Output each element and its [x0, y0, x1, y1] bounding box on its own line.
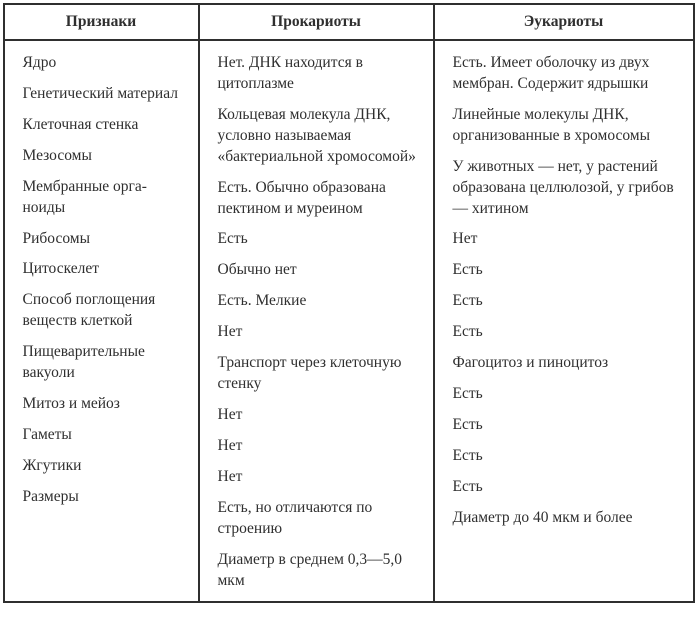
cell-prokaryotes: Обычно нет	[218, 260, 419, 281]
cell-eukaryotes: Есть	[453, 291, 679, 312]
cell-prokaryotes: Есть	[218, 229, 419, 250]
cell-feature: Размеры	[23, 487, 184, 508]
table-body-col-prokaryotes: Нет. ДНК находится в цитоплазме Кольцева…	[199, 40, 434, 602]
cell-prokaryotes: Нет	[218, 322, 419, 343]
cell-eukaryotes: Есть	[453, 322, 679, 343]
cell-eukaryotes: Нет	[453, 229, 679, 250]
cell-feature: Пищеварительные вакуоли	[23, 342, 184, 384]
table-header-row: Признаки Прокариоты Эукариоты	[4, 4, 694, 40]
cell-feature: Мембранные орга­ноиды	[23, 177, 184, 219]
cell-feature: Способ поглощения веществ клеткой	[23, 290, 184, 332]
cell-feature: Клеточная стенка	[23, 115, 184, 136]
col-header-eukaryotes: Эукариоты	[434, 4, 694, 40]
cell-eukaryotes: Фагоцитоз и пиноцитоз	[453, 353, 679, 374]
cell-prokaryotes: Есть, но отличаются по строению	[218, 498, 419, 540]
cell-prokaryotes: Кольцевая молекула ДНК, условно назы­вае…	[218, 105, 419, 168]
col-header-prokaryotes: Прокариоты	[199, 4, 434, 40]
cell-feature: Генетический материал	[23, 84, 184, 105]
cell-feature: Мезосомы	[23, 146, 184, 167]
cell-prokaryotes: Есть. Обычно образо­вана пектином и му­р…	[218, 178, 419, 220]
cell-eukaryotes: Есть. Имеет оболочку из двух мембран. Со…	[453, 53, 679, 95]
cell-prokaryotes: Диаметр в среднем 0,3—5,0 мкм	[218, 550, 419, 592]
cell-prokaryotes: Нет	[218, 467, 419, 488]
cell-prokaryotes: Нет. ДНК находится в цитоплазме	[218, 53, 419, 95]
cell-eukaryotes: Есть	[453, 477, 679, 498]
table-body-col-feature: Ядро Генетический материал Клеточная сте…	[4, 40, 199, 602]
cell-eukaryotes: Есть	[453, 415, 679, 436]
cell-prokaryotes: Транспорт через кле­точную стенку	[218, 353, 419, 395]
cell-feature: Гаметы	[23, 425, 184, 446]
cell-feature: Жгутики	[23, 456, 184, 477]
cell-feature: Ядро	[23, 53, 184, 74]
cell-prokaryotes: Нет	[218, 436, 419, 457]
cell-eukaryotes: Есть	[453, 384, 679, 405]
cell-feature: Цитоскелет	[23, 259, 184, 280]
col-header-feature: Признаки	[4, 4, 199, 40]
comparison-table: Признаки Прокариоты Эукариоты Ядро Генет…	[3, 3, 695, 603]
cell-prokaryotes: Нет	[218, 405, 419, 426]
cell-eukaryotes: Диаметр до 40 мкм и более	[453, 508, 679, 529]
cell-feature: Митоз и мейоз	[23, 394, 184, 415]
cell-eukaryotes: Есть	[453, 446, 679, 467]
cell-eukaryotes: Линейные молекулы ДНК, организованные в …	[453, 105, 679, 147]
cell-feature: Рибосомы	[23, 229, 184, 250]
table-body-col-eukaryotes: Есть. Имеет оболочку из двух мембран. Со…	[434, 40, 694, 602]
cell-eukaryotes: У животных — нет, у рас­тений образована…	[453, 157, 679, 220]
cell-prokaryotes: Есть. Мелкие	[218, 291, 419, 312]
cell-eukaryotes: Есть	[453, 260, 679, 281]
